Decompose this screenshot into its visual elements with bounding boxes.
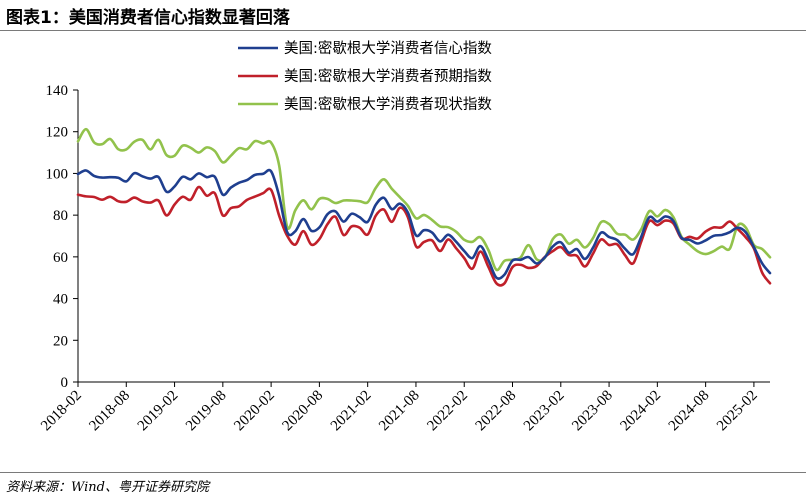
y-tick-label: 100	[46, 166, 69, 182]
y-tick-label: 60	[53, 250, 68, 266]
x-tick-label: 2023-02	[521, 388, 568, 435]
y-tick-label: 140	[46, 83, 69, 99]
series-line-0	[76, 168, 772, 280]
x-tick-label: 2022-02	[424, 388, 471, 435]
x-tick-label: 2023-08	[569, 388, 616, 435]
source-note: 资料来源：Wind、粤开证券研究院	[6, 480, 209, 495]
y-tick-label: 20	[53, 333, 68, 349]
y-tick-label: 0	[61, 375, 69, 391]
x-tick-label: 2018-08	[86, 388, 133, 435]
legend-label-1: 美国:密歇根大学消费者预期指数	[284, 68, 492, 85]
series-line-1	[76, 185, 772, 287]
legend-label-0: 美国:密歇根大学消费者信心指数	[284, 40, 492, 57]
x-tick-label: 2018-02	[38, 388, 85, 435]
title-rule	[0, 30, 806, 31]
source-rule	[0, 472, 806, 473]
x-tick-label: 2019-02	[135, 388, 182, 435]
x-tick-label: 2021-08	[376, 388, 423, 435]
x-tick-label: 2025-02	[714, 388, 761, 435]
y-tick-label: 40	[53, 292, 68, 308]
y-tick-label: 120	[46, 125, 69, 141]
x-tick-label: 2020-02	[231, 388, 278, 435]
figure-title: 图表1：美国消费者信心指数显著回落	[6, 8, 290, 28]
x-tick-label: 2022-08	[473, 388, 520, 435]
x-tick-label: 2024-02	[618, 388, 665, 435]
legend-label-2: 美国:密歇根大学消费者现状指数	[284, 96, 492, 113]
legend: 美国:密歇根大学消费者信心指数美国:密歇根大学消费者预期指数美国:密歇根大学消费…	[238, 40, 492, 113]
y-tick-label: 80	[53, 208, 68, 224]
x-tick-label: 2020-08	[280, 388, 327, 435]
x-tick-label: 2024-08	[666, 388, 713, 435]
x-axis: 2018-02 2018-08 2019-02 2019-08 2020-02 2020-…	[38, 381, 770, 435]
x-tick-label: 2019-08	[183, 388, 230, 435]
x-tick-label: 2021-02	[328, 388, 375, 435]
series-line-2	[76, 127, 772, 272]
y-axis: 0 20 40 60 80 100 120 140	[46, 83, 79, 391]
series-lines	[76, 127, 772, 287]
